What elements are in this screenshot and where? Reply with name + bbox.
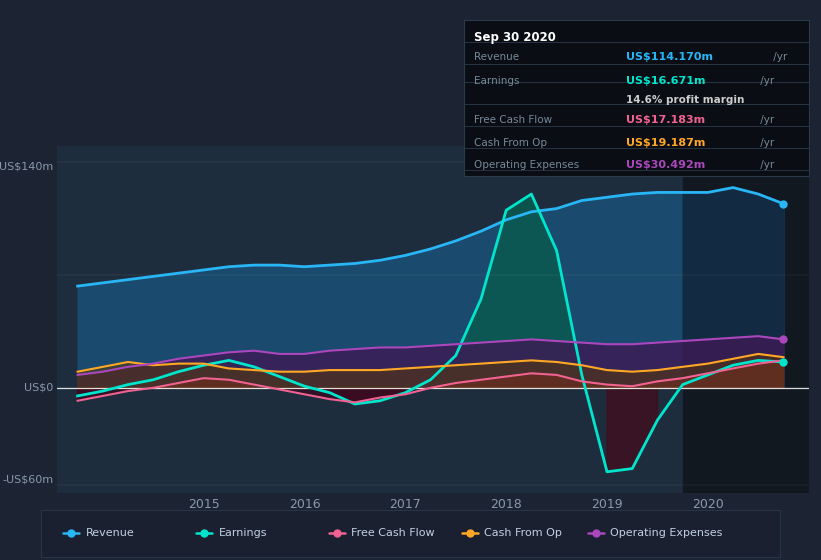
Text: Operating Expenses: Operating Expenses (610, 529, 722, 538)
Text: /yr: /yr (757, 138, 774, 148)
Text: Earnings: Earnings (218, 529, 267, 538)
Text: US$17.183m: US$17.183m (626, 115, 705, 125)
Text: Cash From Op: Cash From Op (484, 529, 562, 538)
Bar (682, 146, 809, 493)
Text: /yr: /yr (757, 160, 774, 170)
Text: US$19.187m: US$19.187m (626, 138, 705, 148)
Text: US$140m: US$140m (0, 162, 53, 172)
Text: Sep 30 2020: Sep 30 2020 (475, 31, 556, 44)
Text: US$30.492m: US$30.492m (626, 160, 705, 170)
Text: /yr: /yr (770, 52, 787, 62)
Text: US$16.671m: US$16.671m (626, 76, 705, 86)
Text: US$114.170m: US$114.170m (626, 52, 713, 62)
Text: Revenue: Revenue (85, 529, 134, 538)
Text: Free Cash Flow: Free Cash Flow (475, 115, 553, 125)
Text: Free Cash Flow: Free Cash Flow (351, 529, 435, 538)
Text: /yr: /yr (757, 76, 774, 86)
Text: -US$60m: -US$60m (2, 475, 53, 485)
Text: Cash From Op: Cash From Op (475, 138, 548, 148)
Text: Earnings: Earnings (475, 76, 520, 86)
Text: 14.6% profit margin: 14.6% profit margin (626, 95, 745, 105)
Text: Operating Expenses: Operating Expenses (475, 160, 580, 170)
Text: US$0: US$0 (25, 383, 53, 393)
Text: /yr: /yr (757, 115, 774, 125)
Text: Revenue: Revenue (475, 52, 520, 62)
